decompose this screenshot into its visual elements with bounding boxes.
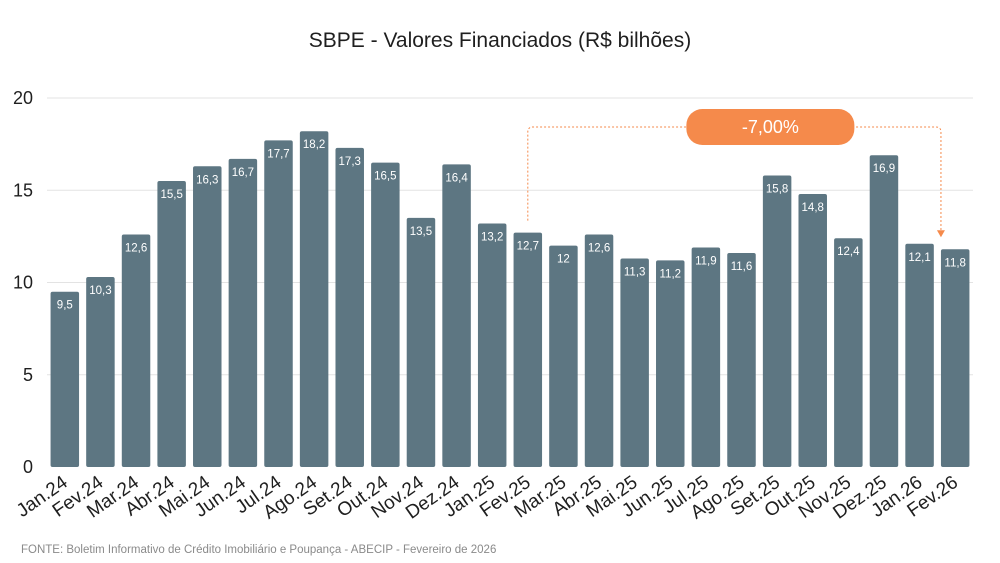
data-label: 11,6	[731, 261, 753, 273]
bar	[477, 223, 507, 467]
data-label: 12,4	[837, 246, 860, 258]
bar	[264, 140, 293, 467]
data-label: 11,3	[624, 267, 646, 279]
data-label: 11,8	[944, 257, 966, 269]
bar	[335, 147, 364, 467]
data-label: 17,7	[267, 148, 289, 160]
annotation-bracket	[527, 126, 942, 232]
data-label: 15,8	[766, 183, 788, 195]
bar	[299, 131, 329, 467]
bar	[549, 245, 578, 467]
y-tick-label: 10	[13, 273, 33, 293]
data-label: 12,1	[908, 252, 930, 264]
y-tick-label: 0	[23, 457, 33, 477]
bar	[121, 234, 151, 467]
bar	[940, 249, 970, 467]
bar	[727, 252, 756, 467]
data-label: 11,2	[660, 268, 682, 280]
bar	[193, 166, 222, 467]
data-label: 12,6	[125, 243, 147, 255]
bar	[798, 193, 827, 467]
bar	[371, 162, 400, 467]
bar	[905, 243, 934, 467]
data-label: 12	[557, 254, 570, 266]
data-label: 17,3	[339, 156, 361, 168]
data-label: 16,5	[374, 171, 396, 183]
y-tick-label: 20	[13, 88, 33, 108]
data-label: 13,2	[481, 231, 503, 243]
x-axis-ticks: Jan.24Fev.24Mar.24Abr.24Mai.24Jun.24Jul.…	[13, 472, 962, 524]
bar	[157, 181, 186, 467]
bar	[50, 291, 80, 467]
data-label: 16,3	[196, 174, 218, 186]
bar	[406, 217, 436, 467]
bar	[762, 175, 792, 468]
bars	[50, 131, 970, 468]
data-label: 12,7	[517, 241, 539, 253]
y-axis-ticks: 0 5 10 15 20	[13, 88, 33, 477]
data-label: 14,8	[802, 202, 824, 214]
bar	[656, 260, 685, 467]
data-label: 11,9	[695, 255, 717, 267]
change-annotation: -7,00%	[527, 109, 945, 238]
data-labels: 9,5 10,3 12,6 15,5 16,3 16,7 17,7 18,2 17,3 16,5 1…	[57, 139, 966, 312]
bar	[584, 234, 614, 467]
bar	[442, 164, 471, 468]
data-label: 10,3	[89, 285, 111, 297]
bar	[513, 232, 543, 467]
data-label: 16,7	[232, 167, 254, 179]
data-label: 13,5	[410, 226, 432, 238]
data-label: 9,5	[57, 300, 73, 312]
data-label: 15,5	[160, 189, 182, 201]
bar	[691, 247, 721, 467]
bar	[869, 155, 899, 467]
bar	[620, 258, 649, 467]
annotation-badge	[686, 109, 855, 145]
y-tick-label: 5	[23, 365, 33, 385]
annotation-label: -7,00%	[742, 117, 799, 137]
data-label: 16,4	[445, 172, 468, 184]
annotation-arrowhead	[936, 230, 945, 238]
bar	[834, 238, 863, 467]
data-label: 12,6	[588, 243, 610, 255]
y-tick-label: 15	[13, 180, 33, 200]
chart-title: SBPE - Valores Financiados (R$ bilhões)	[309, 29, 691, 52]
source-note: FONTE: Boletim Informativo de Crédito Im…	[21, 544, 496, 556]
bar	[228, 158, 258, 467]
bar	[86, 276, 115, 467]
data-label: 16,9	[873, 163, 895, 175]
data-label: 18,2	[303, 139, 325, 151]
